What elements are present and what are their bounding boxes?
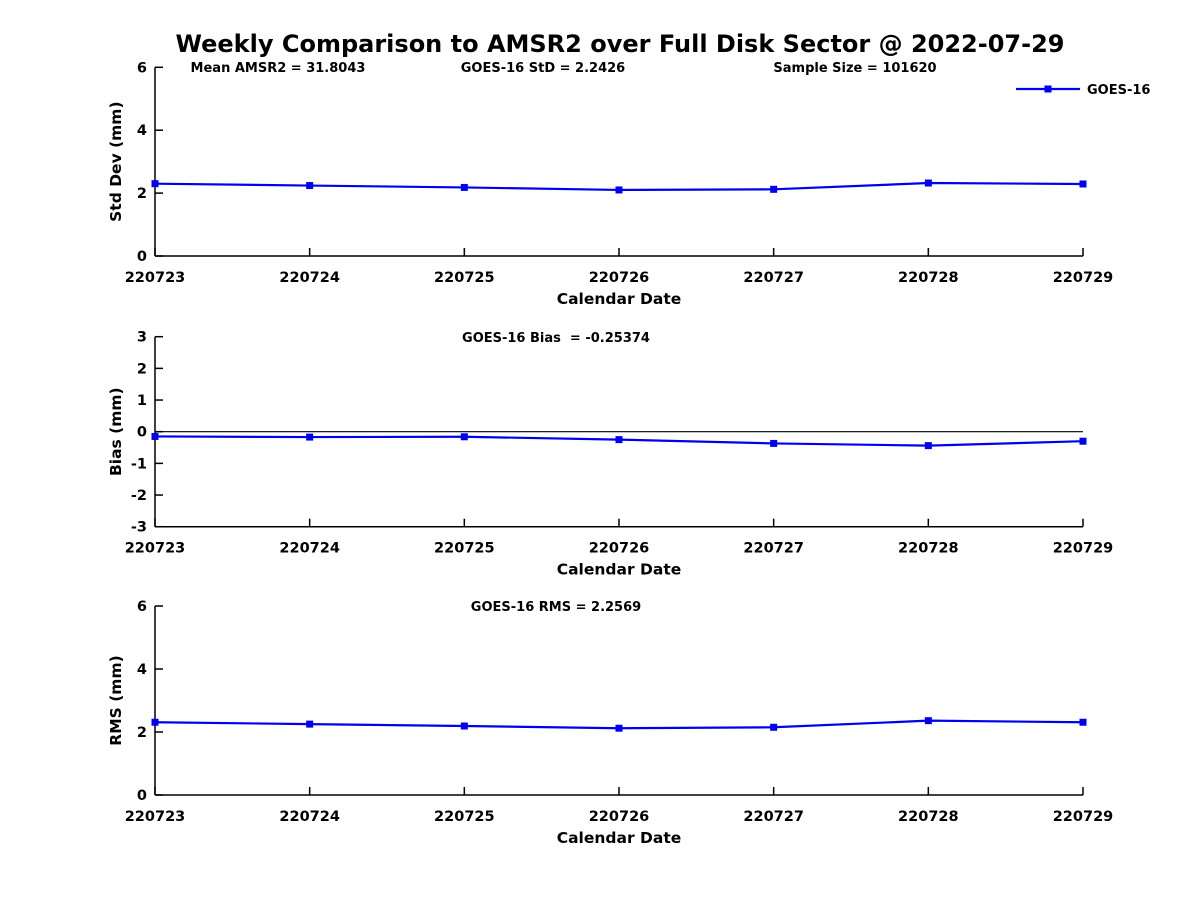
y-tick-label: 2 (137, 725, 147, 741)
y-axis-label: Std Dev (mm) (107, 101, 125, 221)
chart-title: Weekly Comparison to AMSR2 over Full Dis… (176, 30, 1065, 58)
y-tick-label: -3 (131, 520, 147, 536)
x-tick-label: 220724 (279, 270, 340, 286)
x-tick-label: 220727 (743, 270, 804, 286)
data-point (151, 432, 159, 440)
y-tick-label: 0 (137, 425, 147, 441)
data-point (460, 183, 468, 191)
x-tick-label: 220729 (1053, 270, 1114, 286)
annotation-mean-amsr2: Mean AMSR2 = 31.8043 (191, 61, 366, 76)
data-point (924, 717, 932, 725)
y-tick-label: -1 (131, 456, 147, 472)
axes-root: 0 2 4 6 220723 220724 220725 220726 220727 220728… (107, 60, 1113, 847)
y-tick-label: 0 (137, 249, 147, 265)
subplot-bias-mm: 3 2 1 0 -1 -2 -3 220723 220724 220725 220726 220727… (107, 330, 1113, 579)
x-tick-label: 220728 (898, 270, 959, 286)
data-point (151, 718, 159, 726)
x-tick-label: 220725 (434, 541, 495, 557)
y-tick-label: 2 (137, 361, 147, 377)
data-point (151, 180, 159, 188)
y-tick-label: 6 (137, 599, 147, 615)
x-tick-label: 220724 (279, 809, 340, 825)
data-point (924, 442, 932, 450)
y-axis-label: Bias (mm) (107, 387, 125, 476)
x-tick-label: 220725 (434, 270, 495, 286)
data-point (460, 722, 468, 730)
data-point (1079, 437, 1087, 445)
x-tick-label: 220725 (434, 809, 495, 825)
y-tick-label: 4 (137, 123, 147, 139)
subplot-rms-mm: 0 2 4 6 220723 220724 220725 220726 220727 220728… (107, 599, 1113, 847)
annotation-goes16-std: GOES-16 StD = 2.2426 (461, 61, 625, 76)
y-tick-label: -2 (131, 488, 147, 504)
x-tick-label: 220728 (898, 809, 959, 825)
data-point (1079, 718, 1087, 726)
x-tick-label: 220723 (125, 809, 186, 825)
data-point (460, 433, 468, 441)
y-tick-label: 1 (137, 393, 147, 409)
x-tick-label: 220727 (743, 809, 804, 825)
legend-label: GOES-16 (1087, 83, 1150, 98)
data-point (306, 433, 314, 441)
data-point (770, 185, 778, 193)
data-point (770, 439, 778, 447)
y-tick-label: 6 (137, 60, 147, 76)
legend: GOES-16 (1016, 83, 1150, 98)
x-axis-label: Calendar Date (557, 829, 682, 847)
x-tick-label: 220729 (1053, 541, 1114, 557)
data-point (615, 724, 623, 732)
x-tick-label: 220726 (589, 541, 650, 557)
y-tick-label: 2 (137, 186, 147, 202)
subplot-std-dev-mm: 0 2 4 6 220723 220724 220725 220726 220727 220728… (107, 60, 1113, 308)
data-point (306, 182, 314, 190)
annotation-goes16-bias: GOES-16 Bias = -0.25374 (462, 331, 650, 346)
y-tick-label: 0 (137, 788, 147, 804)
y-tick-label: 3 (137, 330, 147, 346)
x-axis-label: Calendar Date (557, 561, 682, 579)
data-point (924, 179, 932, 187)
data-point (306, 720, 314, 728)
data-point (615, 186, 623, 194)
x-tick-label: 220729 (1053, 809, 1114, 825)
x-tick-label: 220723 (125, 270, 186, 286)
y-axis-label: RMS (mm) (107, 655, 125, 745)
x-tick-label: 220726 (589, 809, 650, 825)
data-point (1079, 180, 1087, 188)
y-tick-label: 4 (137, 662, 147, 678)
data-point (770, 723, 778, 731)
x-axis-label: Calendar Date (557, 290, 682, 308)
x-tick-label: 220726 (589, 270, 650, 286)
annotation-goes16-rms: GOES-16 RMS = 2.2569 (471, 600, 641, 615)
x-tick-label: 220727 (743, 541, 804, 557)
annotation-sample-size: Sample Size = 101620 (773, 61, 936, 76)
x-tick-label: 220724 (279, 541, 340, 557)
x-tick-label: 220723 (125, 541, 186, 557)
data-point (615, 436, 623, 444)
legend-marker (1044, 85, 1052, 93)
x-tick-label: 220728 (898, 541, 959, 557)
